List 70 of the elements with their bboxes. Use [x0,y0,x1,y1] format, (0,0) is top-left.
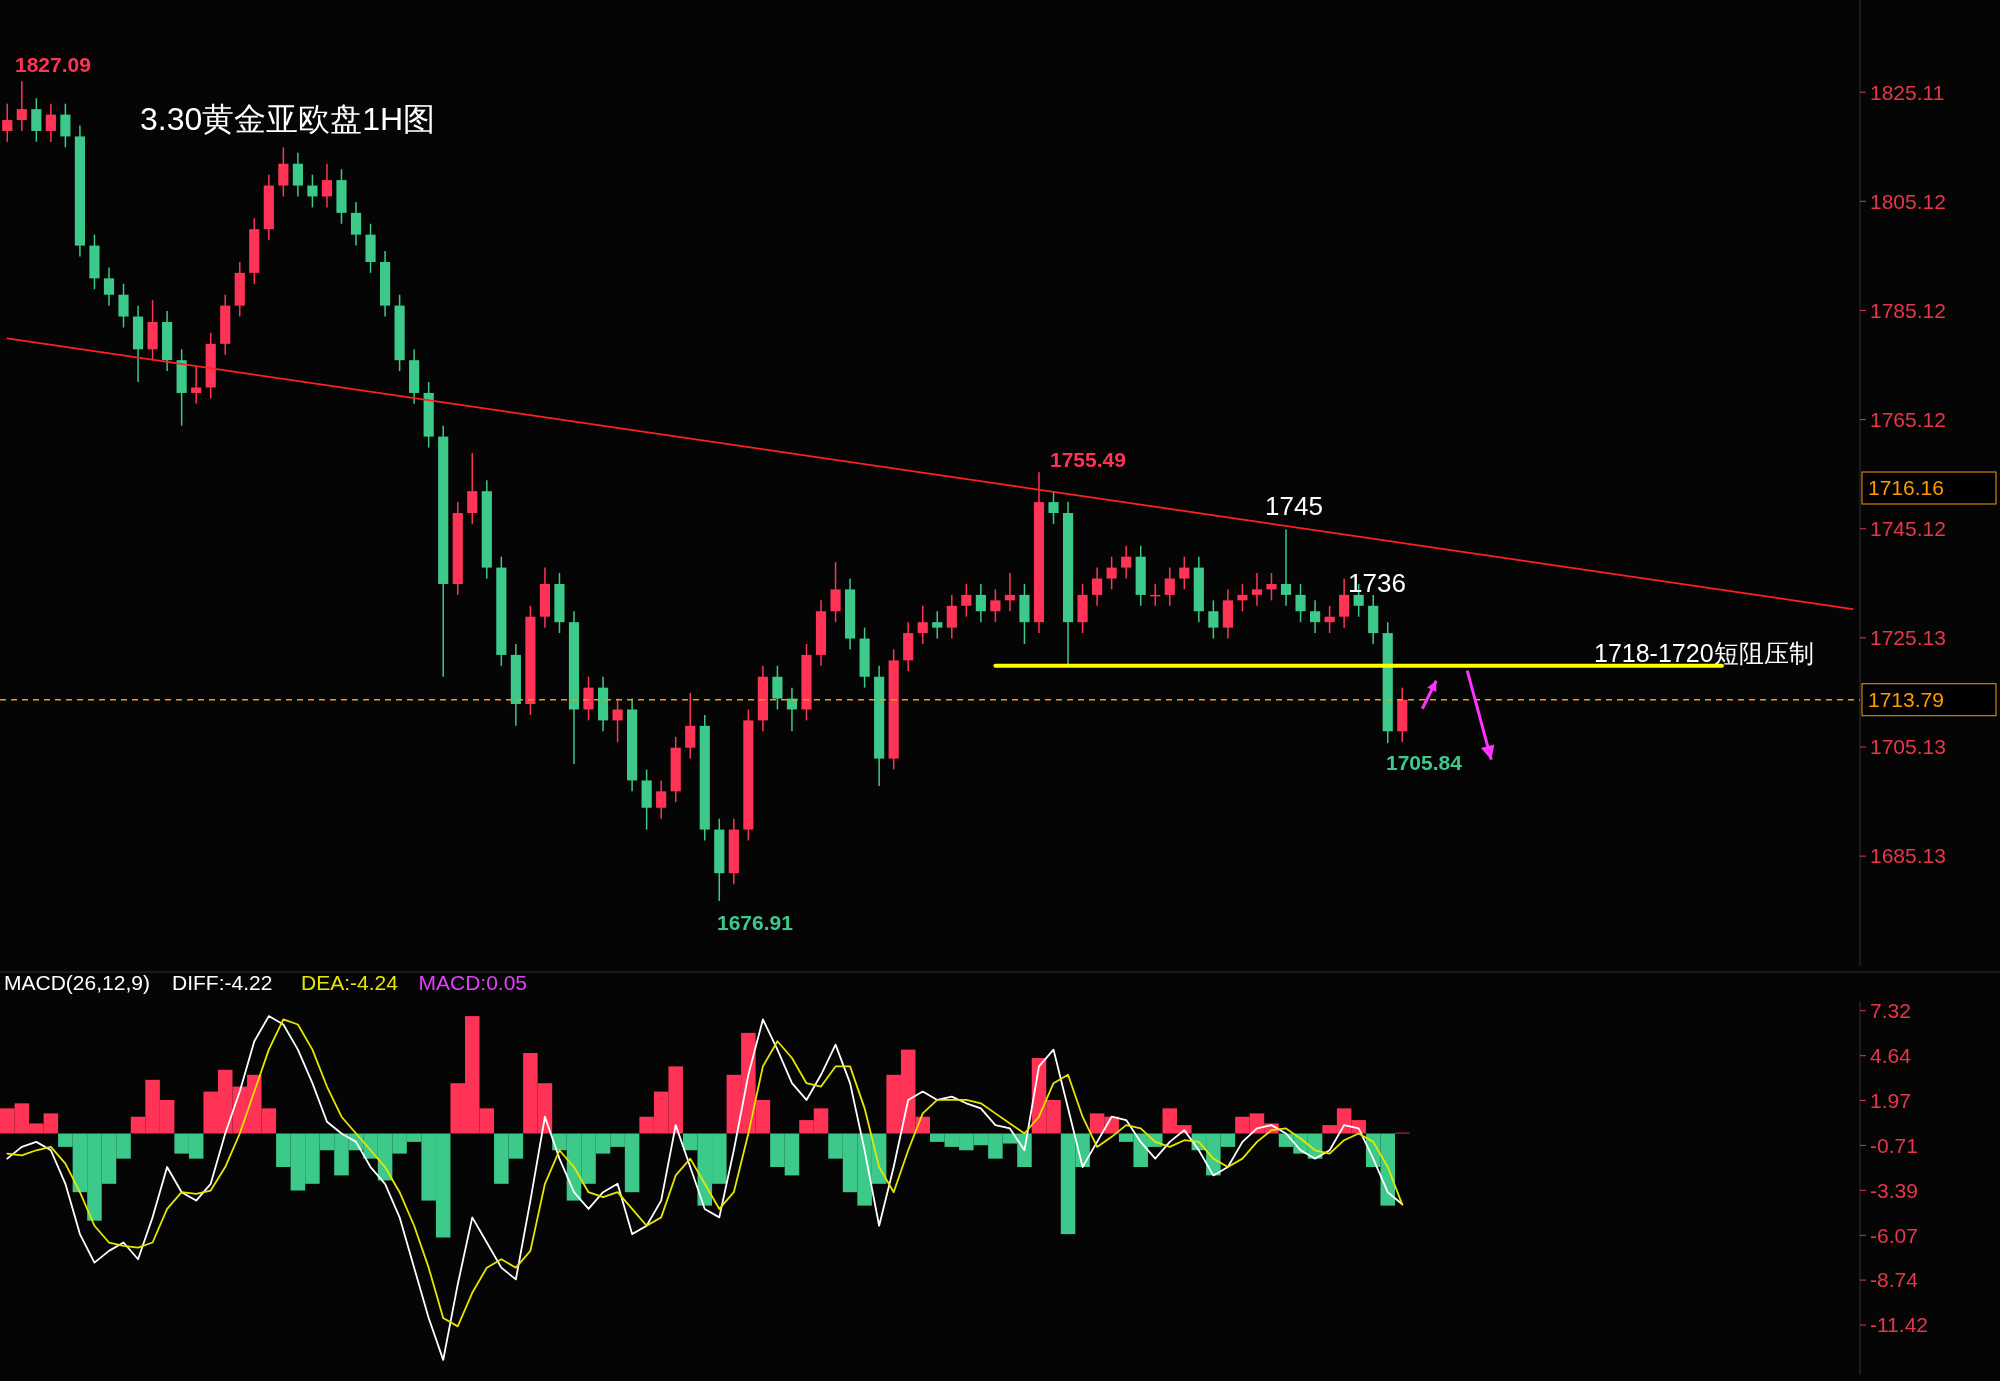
series-label: DEA:-4.24 [301,971,399,994]
candlestick [45,102,56,143]
candlestick [1309,599,1321,634]
candlestick [60,102,71,149]
candlestick [350,201,362,247]
candlestick [1266,572,1277,602]
text: 1716.16 [1868,476,1944,500]
candlestick [31,97,42,143]
candlestick [961,583,972,618]
text: 3.30黄金亚欧盘1H图 [140,101,436,137]
chart-title: MACD(26,12,9) [4,971,150,994]
y-tick-label: -8.74 [1870,1268,1919,1292]
y-tick-label: 1725.13 [1870,626,1946,650]
y-tick-label: 4.64 [1870,1044,1912,1068]
candlestick [612,697,623,743]
candlestick [2,102,13,143]
candlestick [307,173,318,209]
annotation: 1718-1720短阻压制 [1594,639,1814,667]
y-tick-label: 1745.12 [1870,517,1946,541]
candlestick [1164,566,1175,607]
candlestick [772,665,783,711]
y-tick-label: 7.32 [1870,999,1911,1023]
ref-line-label: 1713.79 [1868,688,1944,712]
candlestick [1048,490,1059,525]
candlestick [191,364,202,405]
y-tick-label: 1805.12 [1870,189,1946,213]
y-tick-label: 1685.13 [1870,844,1946,868]
series-label: DIFF:-4.22 [172,971,273,994]
candlestick [990,588,1001,623]
candlestick [1121,545,1132,580]
y-tick-label: 1.97 [1870,1088,1911,1112]
y-tick-label: 1785.12 [1870,298,1946,322]
candlestick [1106,555,1117,591]
annotation: 1736 [1348,568,1406,598]
candlestick [1295,583,1306,623]
y-tick-label: 1825.11 [1870,80,1945,104]
candlestick [1237,583,1248,612]
y-tick-label: -3.39 [1870,1178,1918,1202]
candlestick [1280,528,1292,607]
candlestick [830,561,841,623]
candlestick [118,283,129,329]
candlestick [975,583,986,623]
series-label: MACD:0.05 [418,971,528,994]
y-tick-label: 1705.13 [1870,735,1946,759]
candlestick [1092,566,1103,607]
candlestick [917,605,928,645]
candlestick [321,162,333,209]
annotation: 1745 [1265,491,1323,521]
candlestick [1251,572,1263,607]
candlestick [946,594,957,640]
candlestick [103,266,115,307]
candlestick [656,779,667,820]
annotation: 1705.84 [1386,751,1463,774]
y-tick-label: -0.71 [1870,1133,1918,1157]
candlestick [685,692,696,760]
annotation: 1676.91 [717,911,794,934]
candlestick [1179,555,1190,591]
candlestick [16,80,27,132]
candlestick [292,152,303,198]
candlestick [1339,577,1350,629]
y-tick-label: -6.07 [1870,1223,1918,1247]
y-tick-label: 1765.12 [1870,407,1946,431]
candlestick [467,452,478,525]
annotation: 1755.49 [1050,448,1126,471]
candlestick [278,146,289,198]
y-tick-label: -11.42 [1870,1313,1928,1337]
candlestick [1208,599,1219,640]
annotation: 1827.09 [15,53,91,76]
candlestick [932,610,943,640]
candlestick [583,676,594,722]
